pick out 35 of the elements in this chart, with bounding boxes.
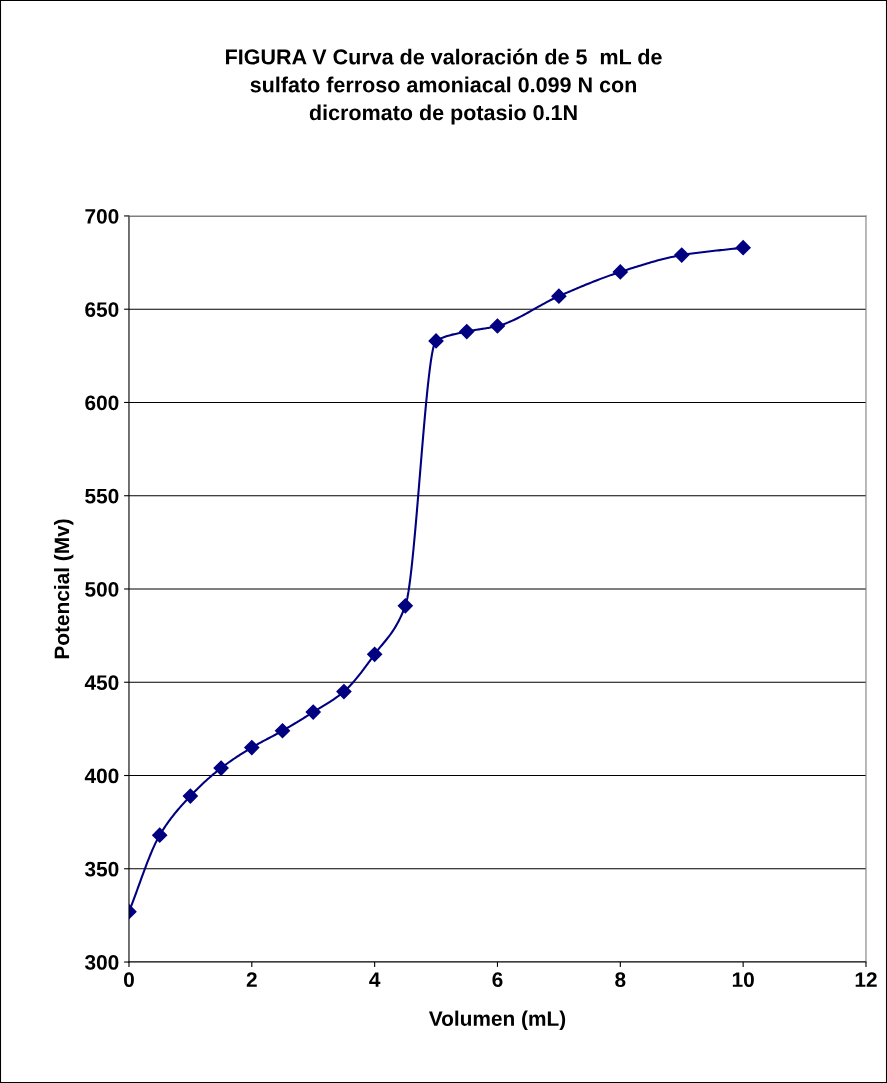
x-axis-title: Volumen (mL): [428, 1010, 566, 1031]
point: [305, 704, 321, 720]
point: [735, 240, 751, 256]
point: [612, 264, 628, 280]
y-tick-label: 500: [85, 581, 119, 597]
y-axis-title: Potencial (Mv): [53, 519, 74, 659]
y-tick-label: 550: [85, 488, 119, 504]
point: [336, 684, 352, 700]
chart-title: FIGURA V Curva de valoración de 5 mL de sulfato ferroso amoniacal 0.099 N con dicromato de potasio 0.1N: [226, 48, 662, 125]
point: [397, 598, 413, 614]
y-tick-label: 650: [85, 302, 119, 317]
point: [367, 646, 383, 662]
y-tick-label: 300: [84, 955, 119, 970]
point: [428, 333, 444, 349]
point: [274, 723, 291, 739]
y-tick-label: 400: [84, 768, 119, 784]
x-tick-label: 0: [124, 972, 134, 988]
point: [152, 827, 168, 843]
x-tick-label: 2: [246, 972, 257, 987]
point: [551, 288, 567, 304]
y-tick-label: 450: [84, 675, 119, 690]
point: [213, 760, 229, 776]
x-tick-label: 4: [369, 972, 381, 987]
y-tick-label: 600: [85, 395, 119, 411]
point: [244, 739, 260, 756]
x-tick-label: 10: [732, 972, 754, 988]
x-tick-label: 8: [615, 972, 626, 988]
x-tick-label: 12: [855, 972, 877, 987]
point: [489, 318, 506, 334]
point: [459, 324, 475, 340]
y-tick-label: 700: [85, 208, 119, 224]
point: [182, 788, 198, 804]
point: [674, 247, 690, 263]
x-tick-label: 6: [492, 972, 503, 988]
y-tick-label: 350: [84, 861, 119, 877]
